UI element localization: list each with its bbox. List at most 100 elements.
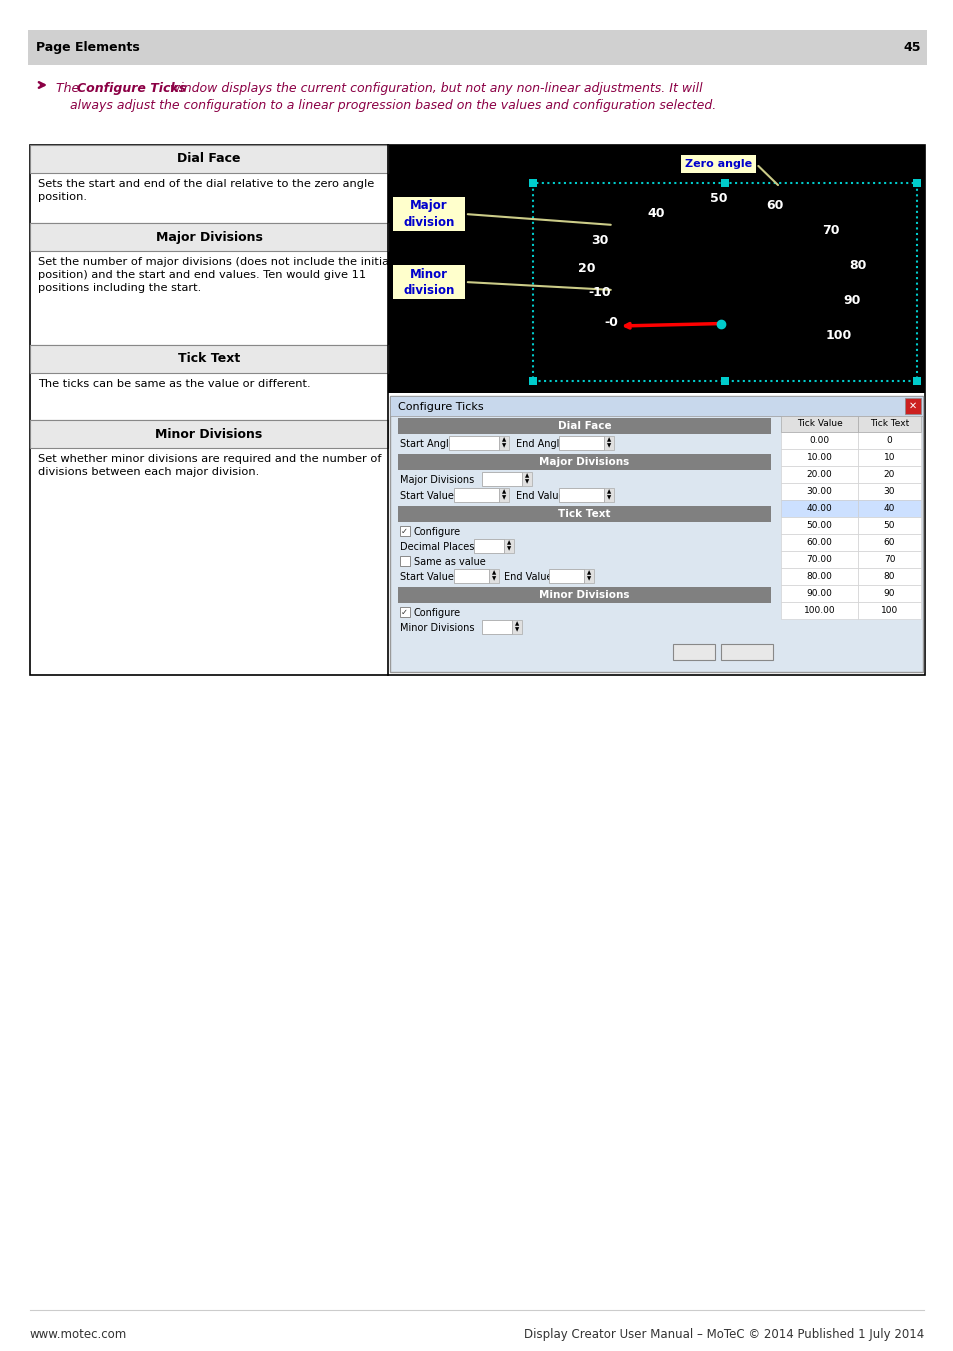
Bar (558, 436, 603, 450)
Text: 60: 60 (882, 538, 894, 547)
Text: 100: 100 (880, 607, 897, 615)
Bar (399, 607, 410, 617)
Text: Minor Divisions: Minor Divisions (538, 590, 629, 600)
Text: Sets the start and end of the dial relative to the zero angle
position.: Sets the start and end of the dial relat… (38, 178, 374, 203)
Text: ▼: ▼ (501, 496, 506, 500)
Bar (680, 155, 756, 173)
Bar (720, 178, 728, 186)
Bar (393, 197, 464, 231)
Text: Page Elements: Page Elements (36, 41, 139, 54)
Bar (583, 569, 594, 584)
Bar (399, 557, 410, 566)
Text: Decimal Places: Decimal Places (399, 542, 474, 553)
Text: OK: OK (686, 647, 700, 657)
Text: End Angle: End Angle (516, 439, 565, 449)
Text: 100: 100 (552, 571, 570, 582)
Text: Tick Text: Tick Text (177, 353, 240, 366)
Text: Cancel: Cancel (728, 647, 764, 657)
Bar (528, 377, 537, 385)
Text: ▲: ▲ (515, 621, 518, 627)
Bar (904, 399, 920, 413)
Text: Minor Divisions: Minor Divisions (399, 623, 474, 634)
Text: -0: -0 (603, 316, 618, 328)
Bar (454, 569, 489, 584)
Bar (857, 432, 920, 449)
Bar (857, 517, 920, 534)
Text: ▲: ▲ (586, 570, 591, 576)
Text: always adjust the configuration to a linear progression based on the values and : always adjust the configuration to a lin… (70, 99, 716, 112)
Text: ▲: ▲ (524, 474, 529, 478)
Text: www.motec.com: www.motec.com (30, 1328, 127, 1342)
Text: 0: 0 (481, 542, 488, 553)
Bar (857, 551, 920, 567)
Text: Same as value: Same as value (414, 557, 485, 567)
Text: 40.00: 40.00 (806, 504, 832, 513)
Bar (28, 30, 926, 65)
Text: ▲: ▲ (492, 570, 496, 576)
Text: 0: 0 (885, 436, 891, 444)
Text: ▼: ▼ (606, 496, 611, 500)
Text: End Value: End Value (503, 571, 552, 582)
Text: 60: 60 (765, 199, 782, 212)
Text: 30.00: 30.00 (805, 486, 832, 496)
Bar (781, 416, 857, 432)
Bar (781, 466, 857, 484)
Bar (474, 539, 503, 553)
Text: 90: 90 (882, 589, 894, 598)
Bar (498, 436, 509, 450)
Bar (720, 377, 728, 385)
Text: Configure: Configure (414, 608, 460, 617)
Text: Configure: Configure (414, 527, 460, 536)
Bar (857, 484, 920, 500)
Bar (397, 454, 770, 470)
Bar (481, 471, 521, 486)
Text: 40: 40 (882, 504, 894, 513)
Text: ▲: ▲ (606, 489, 611, 494)
Text: 90: 90 (843, 293, 861, 307)
Bar (30, 345, 388, 373)
Bar (672, 644, 714, 661)
Text: 90.00: 90.00 (805, 589, 832, 598)
Bar (388, 145, 924, 393)
Text: ▼: ▼ (506, 546, 511, 551)
Bar (857, 567, 920, 585)
Text: ▲: ▲ (606, 438, 611, 443)
Bar (512, 620, 521, 634)
Text: Display Creator User Manual – MoTeC © 2014 Published 1 July 2014: Display Creator User Manual – MoTeC © 20… (523, 1328, 923, 1342)
Bar (781, 517, 857, 534)
Bar (781, 585, 857, 603)
Bar (397, 507, 770, 521)
Text: Major Divisions: Major Divisions (155, 231, 262, 243)
Text: ▼: ▼ (501, 443, 506, 449)
Bar (558, 488, 603, 503)
Bar (397, 417, 770, 434)
Bar (489, 569, 498, 584)
Bar (397, 586, 770, 603)
Text: Major
division: Major division (403, 200, 455, 228)
Bar (857, 500, 920, 517)
Text: ✓: ✓ (400, 608, 407, 616)
Bar (912, 377, 920, 385)
Text: ▲: ▲ (501, 489, 506, 494)
Bar (481, 620, 512, 634)
Bar (857, 416, 920, 432)
Text: Set whether minor divisions are required and the number of
divisions between eac: Set whether minor divisions are required… (38, 454, 381, 477)
Text: 20: 20 (882, 470, 894, 480)
Text: ▼: ▼ (492, 577, 496, 581)
Bar (603, 488, 614, 503)
Bar (781, 484, 857, 500)
Text: 10: 10 (488, 476, 499, 485)
Text: 50.00: 50.00 (805, 521, 832, 530)
Bar (857, 449, 920, 466)
Text: 20.00: 20.00 (806, 470, 832, 480)
Text: 70: 70 (821, 224, 839, 236)
Text: Start Value: Start Value (399, 571, 454, 582)
Text: ▲: ▲ (506, 540, 511, 546)
Text: Zero angle: Zero angle (684, 159, 751, 169)
Bar (30, 223, 388, 251)
Text: Start Value: Start Value (399, 490, 454, 501)
Text: 40: 40 (647, 207, 664, 220)
Text: -120.00: -120.00 (456, 439, 493, 449)
Text: ▼: ▼ (606, 443, 611, 449)
Bar (720, 644, 772, 661)
